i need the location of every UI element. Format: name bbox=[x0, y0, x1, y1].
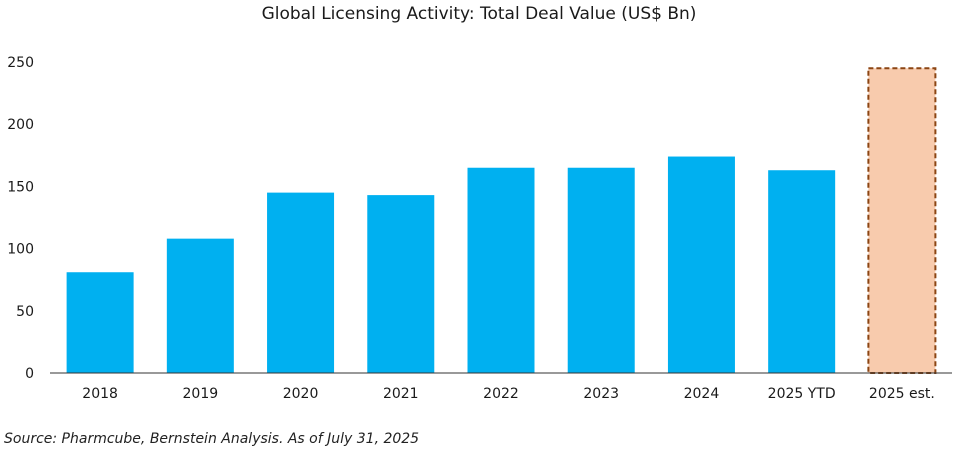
y-tick-label: 250 bbox=[7, 55, 34, 71]
y-tick-label: 200 bbox=[7, 117, 34, 133]
x-tick-label: 2022 bbox=[483, 386, 519, 402]
x-tick-label: 2025 est. bbox=[869, 386, 935, 402]
chart-title: Global Licensing Activity: Total Deal Va… bbox=[261, 4, 697, 24]
x-tick-label: 2021 bbox=[383, 386, 419, 402]
bar bbox=[267, 192, 335, 373]
bar bbox=[768, 170, 836, 373]
bar bbox=[66, 272, 134, 373]
y-tick-label: 0 bbox=[25, 366, 34, 382]
x-tick-label: 2024 bbox=[684, 386, 720, 402]
y-tick-label: 50 bbox=[16, 304, 34, 320]
x-axis-labels: 2018 2019 2020 2021 2022 2023 2024 2025 YTD 2025… bbox=[82, 386, 935, 402]
bar bbox=[667, 156, 735, 373]
bar bbox=[567, 167, 635, 373]
y-axis-ticks: 0 50 100 150 200 250 bbox=[7, 55, 34, 382]
bar-estimate bbox=[867, 67, 937, 374]
bars bbox=[66, 67, 937, 374]
x-tick-label: 2019 bbox=[183, 386, 219, 402]
x-tick-label: 2025 YTD bbox=[768, 386, 836, 402]
x-tick-label: 2018 bbox=[82, 386, 118, 402]
bar bbox=[467, 167, 535, 373]
x-tick-label: 2020 bbox=[283, 386, 319, 402]
bar bbox=[166, 238, 234, 373]
y-tick-label: 150 bbox=[7, 179, 34, 195]
bar bbox=[367, 195, 435, 373]
x-tick-label: 2023 bbox=[583, 386, 619, 402]
y-tick-label: 100 bbox=[7, 242, 34, 258]
source-note: Source: Pharmcube, Bernstein Analysis. A… bbox=[4, 431, 420, 447]
